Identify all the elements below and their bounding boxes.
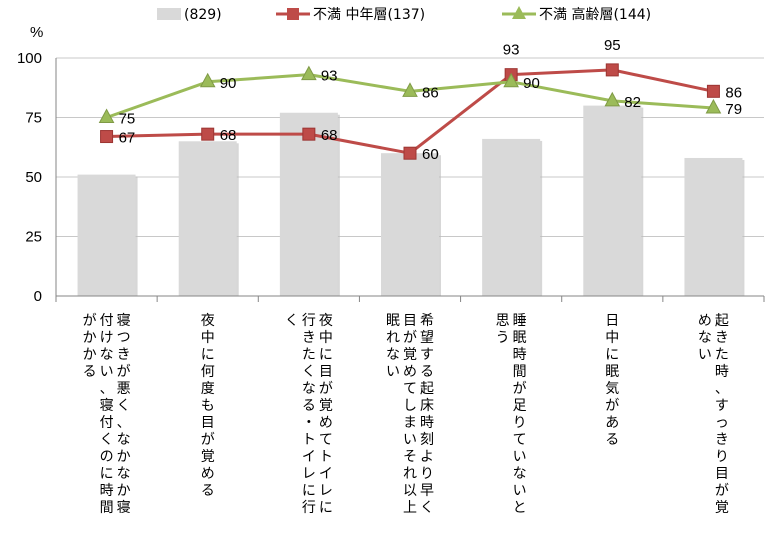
triangle-marker [604, 91, 621, 107]
bar [684, 157, 743, 296]
data-label: 82 [624, 94, 641, 111]
data-label: 67 [119, 130, 136, 147]
data-label: 90 [220, 75, 237, 92]
legend: (829) 不満 中年層(137) 不満 高齢層(144) [157, 6, 651, 23]
category-label: がかかる [83, 313, 97, 380]
square-marker [403, 146, 417, 160]
square-marker [100, 130, 114, 144]
data-label: 60 [422, 146, 439, 163]
square-marker [302, 127, 316, 141]
category-label: 付けない、寝付くのに時間 [100, 313, 114, 516]
y-tick-labels: 0 25 50 75 100 [17, 50, 42, 305]
data-label: 75 [119, 111, 136, 128]
bar [279, 112, 338, 297]
triangle-marker [705, 98, 722, 114]
triangle-marker [503, 72, 519, 88]
data-label: 79 [725, 101, 742, 118]
category-label: 寝つきが悪く、なかなか寝 [117, 312, 131, 516]
y-tick-label: 0 [34, 288, 42, 305]
bar [381, 153, 439, 296]
square-marker [605, 63, 619, 77]
y-tick-label: 25 [25, 229, 42, 246]
legend-label: (829) [184, 7, 222, 23]
category-label: 夜中に目が覚めてトイレに [319, 313, 333, 516]
category-label: 行きたくなる・トイレに行 [302, 313, 316, 516]
category-label: 睡眠時間が足りていないと [513, 313, 527, 516]
square-marker [706, 84, 720, 98]
data-label: 93 [503, 42, 520, 59]
data-label: 95 [604, 37, 621, 54]
data-label: 90 [523, 75, 540, 92]
legend-label: 不満 中年層(137) [313, 7, 425, 23]
category-label: めない [698, 313, 712, 363]
category-label: 目が覚めてしまいそれ以上 [403, 313, 417, 516]
triangle-marker [402, 82, 418, 97]
legend-swatch [157, 8, 181, 20]
legend-triangle-marker [512, 6, 526, 19]
data-label: 68 [220, 127, 237, 144]
category-label: 思う [496, 313, 510, 346]
triangle-marker [98, 108, 115, 123]
axes [55, 58, 765, 302]
line-series [98, 63, 722, 160]
category-label: く [285, 313, 299, 329]
category-label: 希望する起床時刻より早く [420, 313, 434, 516]
bar [77, 174, 136, 296]
data-label: 86 [422, 84, 439, 101]
bar [482, 138, 541, 296]
data-label: 68 [321, 127, 338, 144]
y-axis-unit: % [30, 24, 43, 41]
legend-square-marker [287, 8, 299, 20]
data-label: 93 [321, 68, 338, 85]
y-tick-label: 75 [25, 110, 42, 127]
category-label: 起きた時、すっきり目が覚 [715, 313, 729, 516]
bar [178, 141, 237, 296]
bar [583, 105, 642, 296]
triangle-marker [301, 65, 317, 81]
y-tick-label: 100 [17, 50, 42, 67]
legend-label: 不満 高齢層(144) [539, 6, 651, 23]
category-label: 眠れない [386, 313, 400, 380]
y-tick-label: 50 [25, 169, 42, 186]
square-marker [201, 127, 215, 141]
data-label: 86 [725, 84, 742, 101]
category-label: 夜中に何度も目が覚める [201, 313, 215, 499]
bar-series [77, 105, 745, 297]
triangle-marker [199, 72, 216, 88]
category-label: 日中に眠気がある [605, 313, 619, 448]
